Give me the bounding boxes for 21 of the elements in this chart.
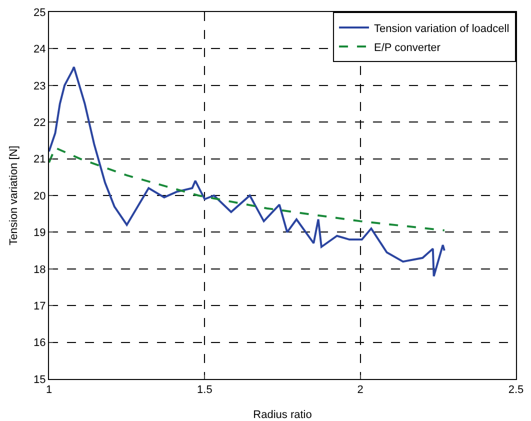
line-series xyxy=(49,66,446,278)
y-tick-label: 25 xyxy=(34,6,46,19)
x-tick-label: 1.5 xyxy=(197,384,212,396)
y-tick-label: 23 xyxy=(34,80,46,92)
x-tick-label: 1 xyxy=(46,384,52,396)
y-tick-label: 18 xyxy=(34,264,46,276)
legend-label: E/P converter xyxy=(374,42,441,54)
legend-label: Tension variation of loadcell xyxy=(374,22,510,35)
y-tick-label: 20 xyxy=(34,190,46,202)
x-tick-label: 2 xyxy=(357,384,364,396)
y-tick-label: 21 xyxy=(34,154,46,166)
y-tick-label: 16 xyxy=(34,337,46,350)
x-axis-title: Radius ratio xyxy=(253,409,312,421)
y-tick-label: 24 xyxy=(34,44,46,56)
y-axis-title: Tension variation [N] xyxy=(8,146,20,246)
y-tick-label: 22 xyxy=(34,116,46,129)
y-tick-label: 19 xyxy=(34,227,46,240)
y-tick-label: 15 xyxy=(34,374,46,386)
line-series xyxy=(49,146,446,232)
y-tick-label: 17 xyxy=(34,300,46,312)
x-tick-label: 2.5 xyxy=(508,384,524,396)
